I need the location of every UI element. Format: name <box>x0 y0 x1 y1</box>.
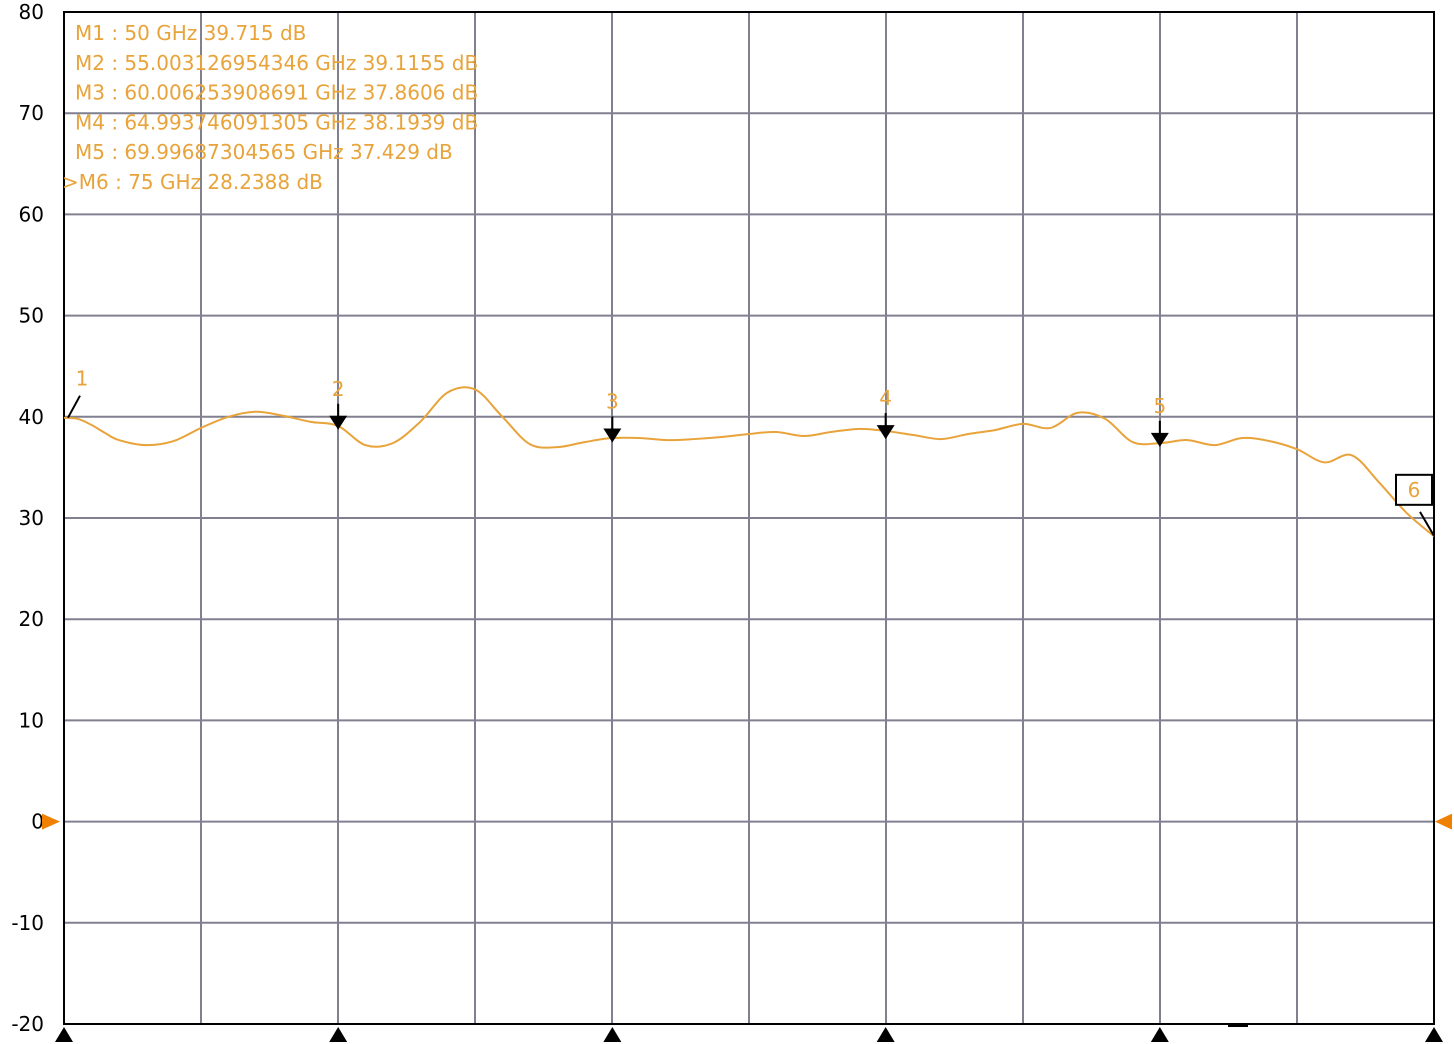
trace-layer <box>63 386 1435 537</box>
bottom-marker-6 <box>1425 1027 1443 1042</box>
y-tick-label-3: 50 <box>19 304 44 328</box>
ref-arrow-right <box>1435 813 1452 830</box>
y-tick-label-8: 0 <box>31 810 44 834</box>
marker-5-label: 5 <box>1153 394 1166 418</box>
marker-4-arrow <box>876 425 895 440</box>
y-tick-label-1: 70 <box>19 101 44 125</box>
ref-arrow-left <box>42 813 60 830</box>
y-tick-label-10: -20 <box>11 1012 44 1036</box>
bottom-marker-4 <box>876 1027 895 1042</box>
marker-2-arrow <box>329 415 348 430</box>
marker-readout-3: M3 : 60.006253908691 GHz 37.8606 dB <box>75 81 478 105</box>
y-axis-tick-labels: 80 70 60 50 40 30 20 10 0 -10 -20 <box>11 0 44 1036</box>
plot-frame <box>63 11 1435 1025</box>
marker-6-box <box>1395 473 1433 506</box>
y-tick-label-4: 40 <box>19 405 44 429</box>
y-tick-label-2: 60 <box>19 202 44 226</box>
y-tick-label-5: 30 <box>19 506 44 530</box>
grid <box>63 11 1435 1025</box>
marker-3-arrow <box>603 428 622 443</box>
marker-readout-panel: M1 : 50 GHz 39.715 dB M2 : 55.00312695434… <box>62 21 478 194</box>
trace-line <box>63 386 1435 537</box>
marker-1-pointer <box>67 395 81 419</box>
reference-level-arrows <box>42 813 1452 830</box>
marker-readout-2: M2 : 55.003126954346 GHz 39.1155 dB <box>75 51 478 75</box>
marker-1-label: 1 <box>76 367 89 391</box>
marker-readout-6: >M6 : 75 GHz 28.2388 dB <box>62 170 323 194</box>
bottom-marker-3 <box>603 1027 622 1042</box>
bottom-marker-5 <box>1150 1027 1169 1042</box>
marker-3-label: 3 <box>606 389 619 413</box>
bottom-marker-triangles <box>55 1025 1443 1042</box>
marker-6-label: 6 <box>1408 478 1421 502</box>
marker-readout-1: M1 : 50 GHz 39.715 dB <box>75 21 306 45</box>
y-tick-label-6: 20 <box>19 607 44 631</box>
marker-readout-5: M5 : 69.99687304565 GHz 37.429 dB <box>75 140 453 164</box>
y-tick-label-9: -10 <box>11 911 44 935</box>
marker-4-label: 4 <box>879 386 892 410</box>
y-tick-label-7: 10 <box>19 708 44 732</box>
bottom-marker-1 <box>55 1027 73 1042</box>
bottom-marker-2 <box>329 1027 348 1042</box>
markers-layer: 1 2 3 4 5 6 <box>67 367 1435 537</box>
marker-2-label: 2 <box>332 377 345 401</box>
marker-readout-4: M4 : 64.993746091305 GHz 38.1939 dB <box>75 110 478 134</box>
marker-6-pointer <box>1419 511 1435 537</box>
marker-5-arrow <box>1150 432 1169 447</box>
y-tick-label-0: 80 <box>19 0 44 24</box>
